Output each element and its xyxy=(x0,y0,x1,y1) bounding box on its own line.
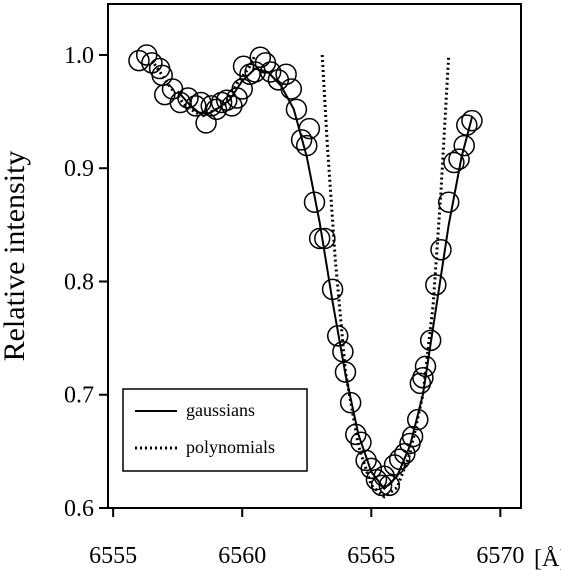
y-tick-label: 0.9 xyxy=(64,156,94,182)
data-point xyxy=(430,239,452,261)
data-point xyxy=(425,274,447,296)
fit-lines xyxy=(153,54,473,499)
x-tick-label: 6560 xyxy=(218,543,266,569)
data-point xyxy=(259,61,282,83)
x-axis-ticks: 6555 6560 6565 6570 xyxy=(89,508,524,569)
data-point xyxy=(177,87,199,109)
data-point xyxy=(370,474,393,497)
data-point xyxy=(339,391,362,414)
x-tick-label: 6565 xyxy=(347,543,395,569)
series-line-polynomials xyxy=(320,54,451,499)
data-point xyxy=(456,114,478,136)
data-point xyxy=(290,129,313,151)
plot-frame xyxy=(107,3,522,509)
x-tick-label: 6570 xyxy=(476,543,524,569)
legend: gaussians polynomials xyxy=(122,388,308,472)
legend-label-gaussians: gaussians xyxy=(186,400,255,420)
data-point xyxy=(185,95,207,117)
data-point xyxy=(280,78,303,100)
legend-box xyxy=(122,388,308,472)
y-tick-label: 0.6 xyxy=(64,496,94,522)
data-point xyxy=(334,361,357,383)
data-point xyxy=(275,63,297,85)
x-axis-unit: [Å] xyxy=(534,546,561,570)
data-point xyxy=(151,64,173,87)
series-line-gaussians xyxy=(176,67,473,491)
data-point xyxy=(360,457,383,480)
data-point xyxy=(437,191,460,213)
data-point xyxy=(128,49,150,72)
legend-label-polynomials: polynomials xyxy=(186,437,275,457)
y-tick-label: 0.8 xyxy=(64,269,94,295)
x-tick-label: 6555 xyxy=(89,543,137,569)
data-point xyxy=(231,78,253,100)
y-axis-ticks: 0.6 0.7 0.8 0.9 1.0 xyxy=(64,43,108,522)
y-tick-label: 0.7 xyxy=(64,383,94,409)
data-point xyxy=(308,227,331,250)
data-point xyxy=(461,109,483,132)
data-point xyxy=(215,89,238,112)
data-point xyxy=(249,46,272,68)
y-tick-label: 1.0 xyxy=(64,43,94,69)
data-point xyxy=(443,151,465,174)
data-point xyxy=(419,329,442,352)
data-point xyxy=(407,408,429,431)
series-line-polynomials xyxy=(153,54,257,116)
y-axis-title: Relative intensity xyxy=(0,151,31,362)
